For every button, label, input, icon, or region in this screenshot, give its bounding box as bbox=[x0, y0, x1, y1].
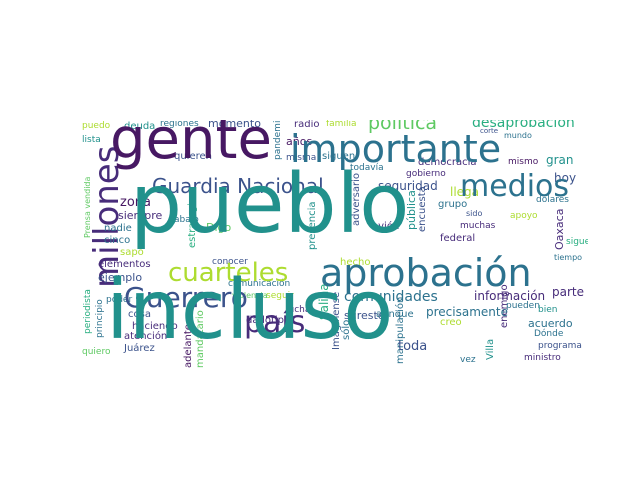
word-dolares: dolares bbox=[536, 195, 569, 205]
word-mismo: mismo bbox=[508, 157, 539, 167]
word-vez: vez bbox=[460, 355, 476, 365]
word-quieren: quieren bbox=[174, 151, 212, 162]
word-sido: sido bbox=[466, 209, 483, 218]
word-aprobacion: aprobación bbox=[320, 251, 532, 295]
word-zona: zona bbox=[120, 195, 151, 210]
word-prensa-vendida: Prensa vendida bbox=[83, 176, 92, 238]
word-encuesta: encuesta bbox=[417, 186, 428, 232]
word-violencia: violencia bbox=[232, 291, 268, 300]
word-cuarteles: cuarteles bbox=[168, 258, 289, 288]
word-pais: país bbox=[244, 305, 306, 340]
word-bien: bien bbox=[538, 305, 558, 315]
word-lista: lista bbox=[82, 135, 101, 145]
word-mundo: mundo bbox=[504, 131, 532, 140]
word-puedo: puedo bbox=[82, 121, 111, 131]
word-juarez: Juárez bbox=[124, 343, 155, 354]
word-incluso: incluso bbox=[106, 263, 394, 358]
word-dadotipo: dadotipo bbox=[246, 315, 291, 326]
word-acuerdo: acuerdo bbox=[528, 317, 573, 330]
word-digo: Digo bbox=[206, 221, 232, 234]
word-cosa: cosa bbox=[128, 309, 151, 320]
word-gobierno: gobierno bbox=[406, 169, 446, 179]
word-conocer: conocer bbox=[212, 257, 248, 267]
word-cinco: cinco bbox=[104, 235, 131, 246]
word-avion: avión bbox=[372, 221, 400, 232]
word-oaxaca: Oaxaca bbox=[553, 208, 566, 250]
word-haciendo: haciendo bbox=[132, 321, 178, 332]
word-grupo: grupo bbox=[438, 199, 468, 210]
word-sigue: sigue bbox=[566, 237, 588, 247]
word-hoy: hoy bbox=[554, 171, 577, 185]
word-deuda: deuda bbox=[124, 121, 156, 132]
word-siguen: siguen bbox=[322, 151, 356, 162]
word-muchas: muchas bbox=[460, 221, 496, 231]
word-politica: política bbox=[368, 120, 438, 134]
word-llega: llega bbox=[450, 185, 480, 199]
word-todavia: todavía bbox=[350, 163, 384, 173]
word-radio: radio bbox=[294, 120, 320, 130]
word-programa: programa bbox=[538, 341, 582, 351]
word-cloud: millones Prensa vendida periodista princ… bbox=[80, 120, 588, 370]
word-federal: federal bbox=[440, 233, 476, 244]
word-aunque: aunque bbox=[376, 309, 414, 320]
word-gente: gente bbox=[110, 120, 272, 172]
word-parte: parte bbox=[552, 285, 584, 299]
word-corte: corte bbox=[480, 127, 499, 135]
word-seguridad: seguridad bbox=[378, 179, 438, 193]
word-pueden: pueden bbox=[506, 301, 540, 311]
word-poder: poder bbox=[106, 295, 133, 305]
word-familia: familia bbox=[326, 120, 357, 129]
word-principio: principio bbox=[95, 299, 105, 338]
word-tiempo: tiempo bbox=[554, 253, 583, 262]
word-creo: creo bbox=[440, 317, 462, 328]
word-seguir: seguir bbox=[266, 291, 294, 301]
word-lucha: lucha bbox=[286, 305, 311, 315]
word-sureste: sureste bbox=[344, 309, 385, 322]
word-pueblo: pueblo bbox=[130, 157, 410, 252]
word-anos: años bbox=[286, 135, 313, 148]
word-hecho: hecho bbox=[340, 257, 371, 268]
word-abajo: abajo bbox=[174, 215, 199, 225]
word-quiero: quiero bbox=[82, 347, 111, 357]
word-siempre: siempre bbox=[118, 209, 163, 222]
word-periodista: periodista bbox=[83, 289, 93, 334]
word-misma: misma bbox=[286, 153, 317, 163]
word-importante: importante bbox=[290, 127, 502, 171]
word-sapo: sapo bbox=[120, 247, 144, 258]
word-ejemplo: ejemplo bbox=[98, 271, 143, 284]
word-atencion: atención bbox=[124, 331, 168, 342]
word-guerrero: Guerrero bbox=[124, 281, 248, 314]
word-comunidades: comunidades bbox=[344, 289, 438, 305]
word-ministro: ministro bbox=[524, 353, 561, 363]
word-regiones: regiones bbox=[160, 120, 199, 129]
word-apoyo: apoyo bbox=[510, 211, 538, 221]
word-gran: gran bbox=[546, 153, 574, 167]
word-informacion: información bbox=[474, 289, 546, 303]
word-desaprobacion: desaprobación bbox=[472, 120, 575, 131]
word-comunicacion: comunicación bbox=[228, 279, 291, 289]
word-pandemia: pandemia bbox=[273, 120, 283, 160]
word-precisamente: precisamente bbox=[426, 305, 508, 319]
word-momento: momento bbox=[208, 120, 261, 130]
word-elementos: elementos bbox=[98, 259, 151, 270]
word-nadie: nadie bbox=[104, 223, 132, 234]
word-guardia-nacional: Guardia Nacional bbox=[152, 174, 324, 198]
word-democracia: democracia bbox=[418, 157, 477, 168]
word-toda: toda bbox=[398, 339, 428, 354]
word-villa: Villa bbox=[485, 338, 496, 360]
word-donde: Dónde bbox=[534, 329, 564, 339]
word-medios: medios bbox=[460, 169, 570, 204]
